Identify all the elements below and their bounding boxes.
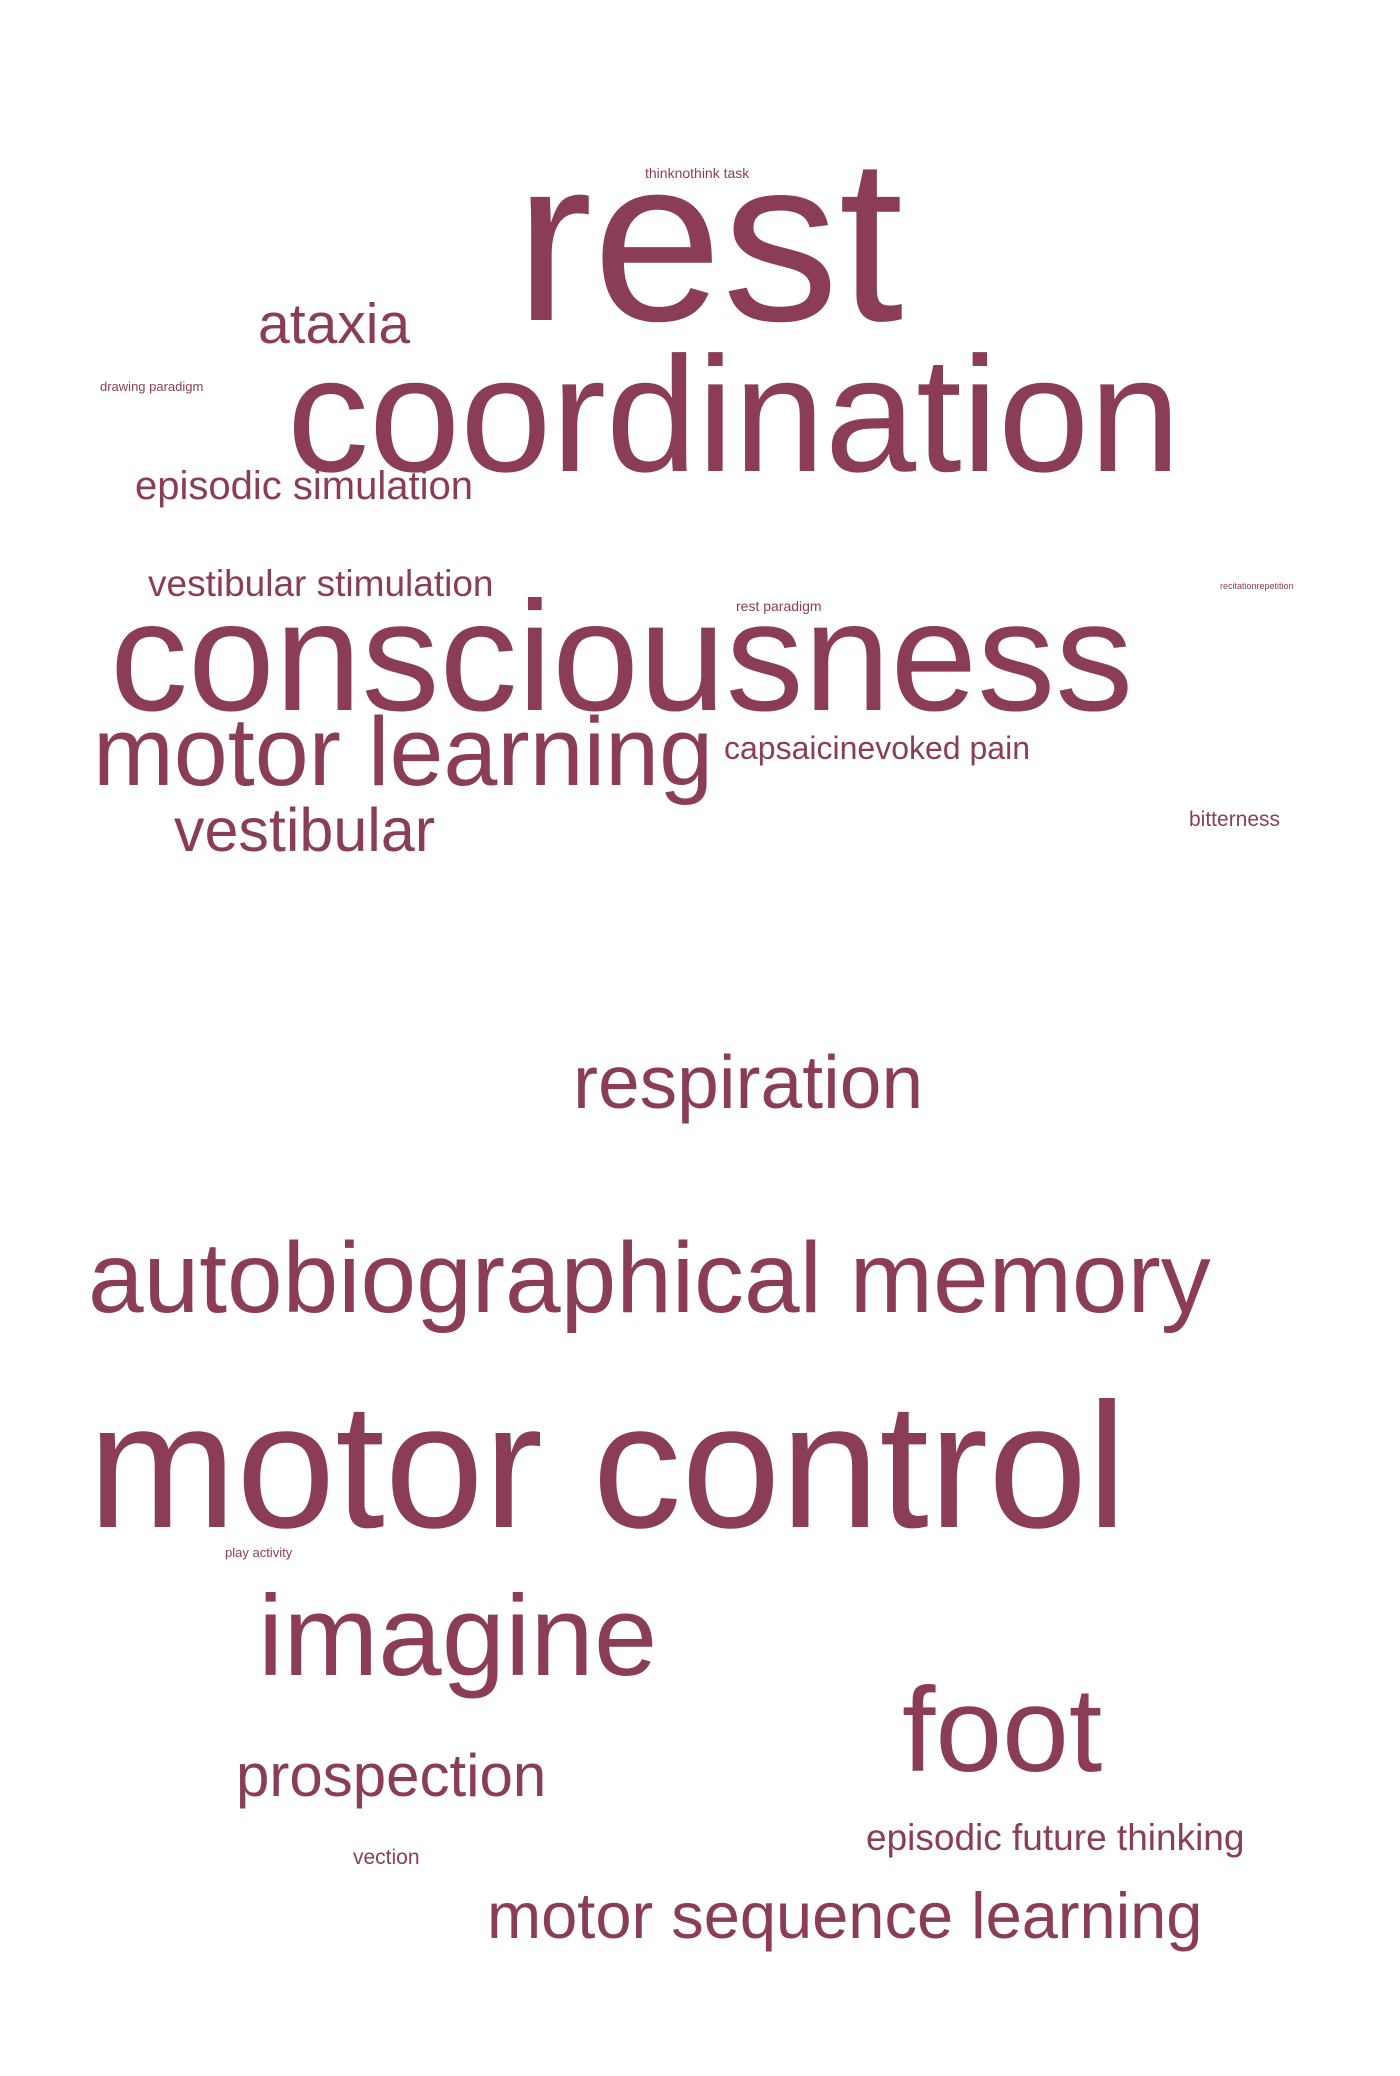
word: respiration bbox=[573, 1040, 924, 1124]
word: capsaicinevoked pain bbox=[724, 730, 1030, 766]
word: bitterness bbox=[1189, 808, 1281, 831]
word: motor learning bbox=[93, 697, 714, 806]
word: episodic simulation bbox=[135, 464, 473, 508]
word: rest bbox=[515, 110, 904, 370]
word: motor control bbox=[88, 1366, 1127, 1565]
word: prospection bbox=[236, 1742, 547, 1809]
word: thinknothink task bbox=[645, 165, 750, 181]
word: vestibular stimulation bbox=[148, 563, 494, 604]
word: vestibular bbox=[174, 796, 436, 864]
word: episodic future thinking bbox=[866, 1817, 1245, 1858]
word: motor sequence learning bbox=[487, 1879, 1203, 1952]
word: play activity bbox=[225, 1545, 293, 1560]
word: vection bbox=[353, 1846, 420, 1869]
word: drawing paradigm bbox=[100, 379, 204, 394]
word: rest paradigm bbox=[736, 598, 822, 614]
word: autobiographical memory bbox=[88, 1222, 1211, 1334]
word: foot bbox=[902, 1663, 1103, 1797]
word: ataxia bbox=[258, 292, 411, 356]
word: imagine bbox=[258, 1573, 658, 1700]
word: recitationrepetition bbox=[1220, 581, 1294, 591]
word: consciousness bbox=[110, 570, 1134, 744]
word: coordination bbox=[287, 323, 1181, 506]
